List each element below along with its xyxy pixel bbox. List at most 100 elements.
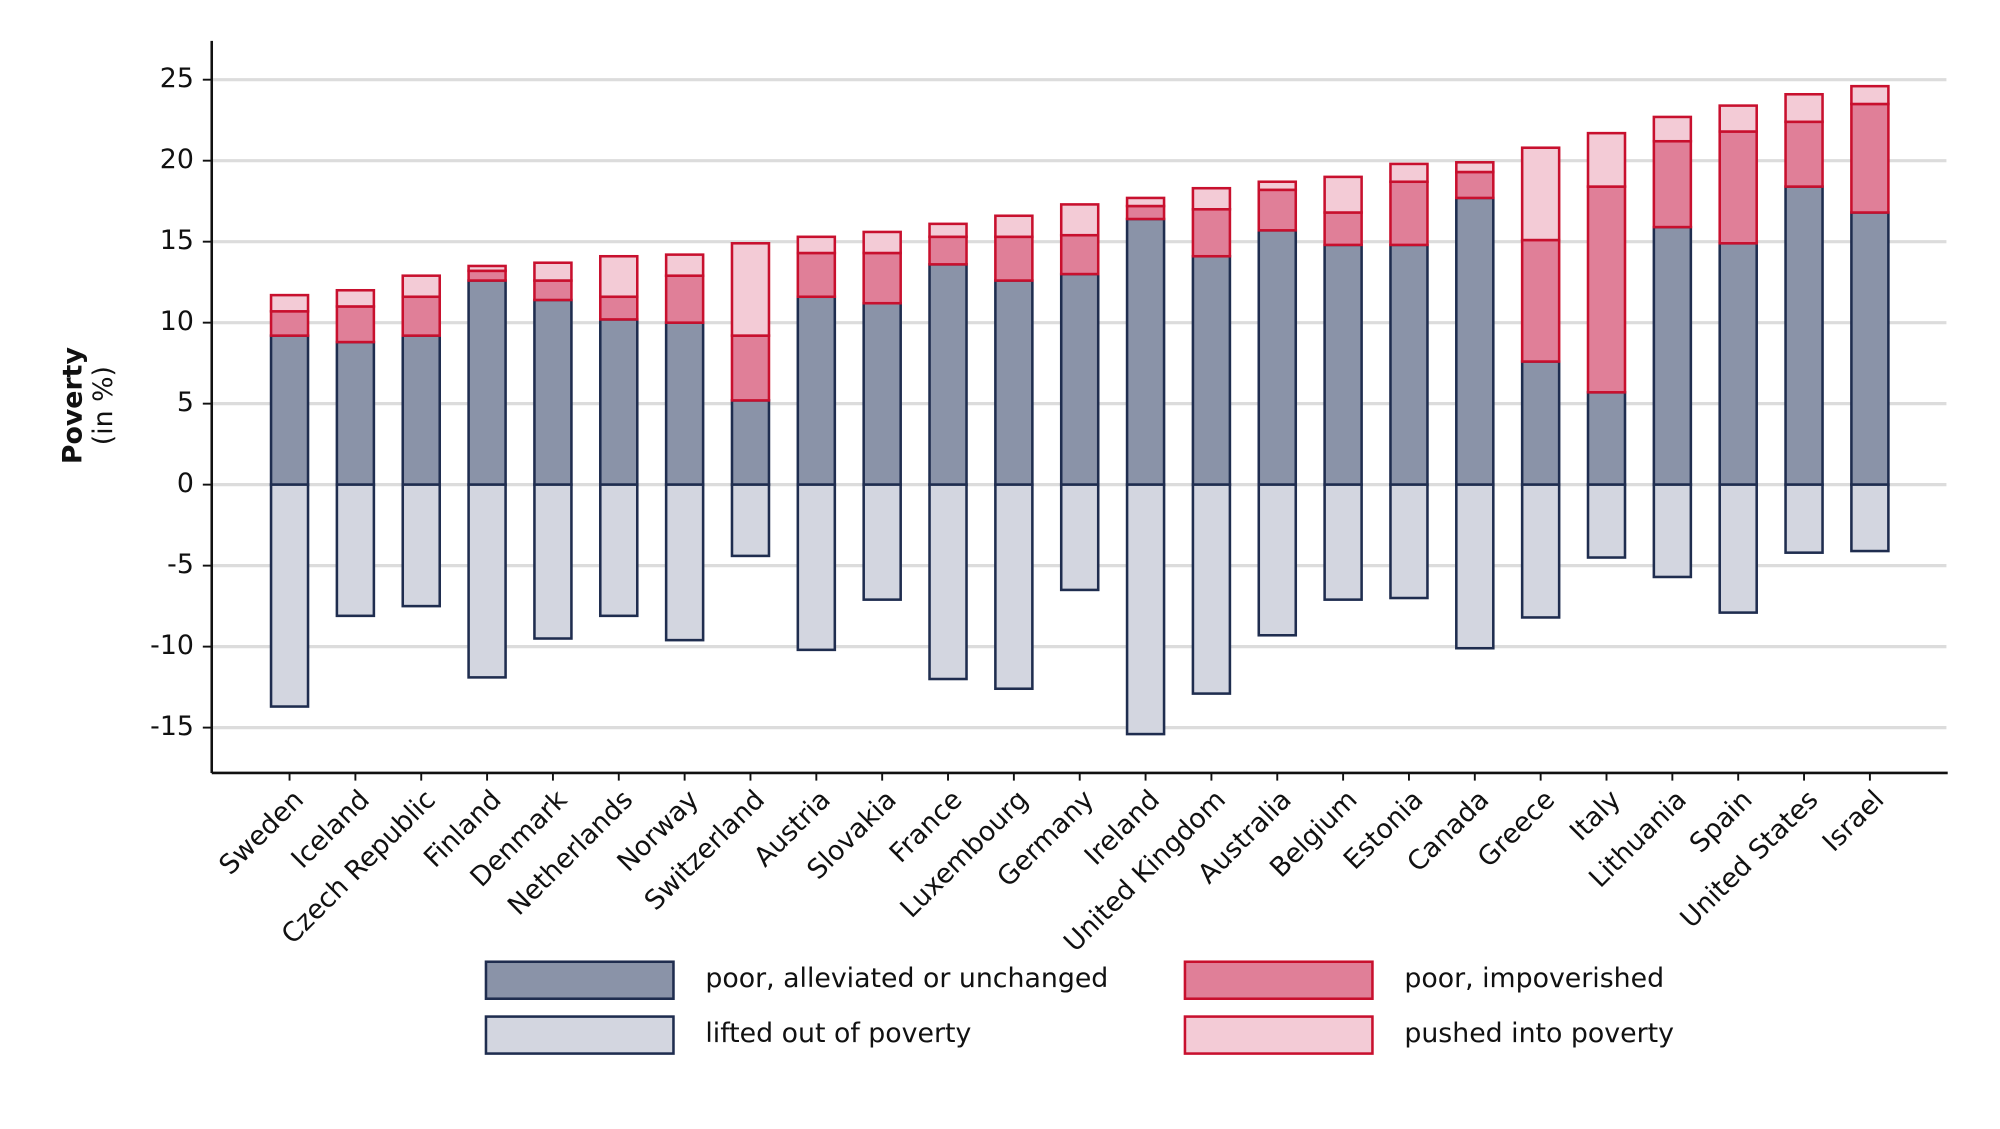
bar-segment bbox=[928, 263, 968, 486]
bar-segment bbox=[1389, 180, 1429, 247]
bar-segment bbox=[269, 334, 310, 486]
bar-segment bbox=[1191, 207, 1232, 258]
bar-segment bbox=[1652, 483, 1693, 579]
bar-segment bbox=[467, 279, 507, 486]
bar-segment bbox=[533, 298, 573, 486]
y-tick-label: 10 bbox=[160, 306, 194, 337]
bar-segment bbox=[467, 269, 507, 282]
bar-segment bbox=[994, 279, 1034, 486]
x-tick-label: Israel bbox=[1817, 784, 1891, 858]
bar-segment bbox=[599, 483, 639, 618]
bar-segment bbox=[1389, 162, 1429, 184]
y-axis-title: Poverty bbox=[57, 347, 88, 464]
y-tick-label: 25 bbox=[160, 63, 194, 94]
bar-segment bbox=[335, 288, 376, 308]
bar-segment bbox=[928, 222, 968, 239]
y-tick-label: 0 bbox=[177, 468, 194, 499]
y-tick-label: 20 bbox=[160, 144, 194, 175]
bar-segment bbox=[1191, 254, 1232, 486]
bar-segment bbox=[862, 251, 902, 305]
bar-segment bbox=[994, 235, 1034, 282]
bar-segment bbox=[796, 251, 837, 299]
legend-swatch bbox=[1183, 960, 1374, 1000]
bar-segment bbox=[1455, 483, 1495, 650]
bar-segment bbox=[730, 242, 771, 337]
legend-swatch bbox=[484, 960, 675, 1000]
bar-segment bbox=[1323, 211, 1363, 247]
bar-segment bbox=[401, 295, 442, 337]
bar-segment bbox=[335, 340, 376, 486]
bar-segment bbox=[1850, 211, 1890, 486]
bar-segment bbox=[335, 305, 376, 344]
bar-segment bbox=[467, 264, 507, 273]
bar-segment bbox=[1257, 180, 1298, 192]
bar-segment bbox=[928, 235, 968, 266]
bar-segment bbox=[994, 214, 1034, 239]
bar-segment bbox=[1257, 229, 1298, 486]
bar-segment bbox=[335, 483, 376, 618]
bar-segment bbox=[1125, 196, 1166, 208]
bar-segment bbox=[1718, 483, 1758, 614]
bar-segment bbox=[1586, 391, 1627, 486]
bar-segment bbox=[269, 310, 310, 337]
x-tick-label: Sweden bbox=[213, 784, 310, 881]
bar-segment bbox=[1323, 483, 1363, 601]
bar-segment bbox=[1323, 243, 1363, 486]
bar-segment bbox=[269, 293, 310, 313]
bar-segment bbox=[533, 279, 573, 302]
bar-segment bbox=[1323, 175, 1363, 214]
y-tick-label: 15 bbox=[160, 225, 194, 256]
bar-segment bbox=[1784, 185, 1824, 486]
legend-label: lifted out of poverty bbox=[705, 1018, 971, 1049]
bar-segment bbox=[599, 254, 639, 299]
bar-segment bbox=[1784, 483, 1824, 554]
bar-segment bbox=[730, 334, 771, 402]
bar-segment bbox=[1586, 185, 1627, 394]
bar-segment bbox=[1455, 196, 1495, 486]
bar-segment bbox=[1191, 186, 1232, 211]
bar-segment bbox=[1059, 272, 1100, 486]
bar-segment bbox=[1850, 483, 1890, 553]
bar-segment bbox=[796, 235, 837, 255]
bar-segment bbox=[928, 483, 968, 681]
bar-segment bbox=[1389, 243, 1429, 486]
bar-segment bbox=[1059, 203, 1100, 237]
legend-label: pushed into poverty bbox=[1404, 1018, 1674, 1049]
bar-segment bbox=[1850, 102, 1890, 214]
bar-segment bbox=[1059, 233, 1100, 276]
bar-segment bbox=[269, 483, 310, 708]
y-tick-label: -15 bbox=[150, 711, 194, 742]
bar-segment bbox=[533, 483, 573, 640]
bar-segment bbox=[796, 483, 837, 652]
bar-segment bbox=[1257, 188, 1298, 232]
bar-segment bbox=[994, 483, 1034, 691]
bar-segment bbox=[1784, 120, 1824, 188]
bar-segment bbox=[730, 399, 771, 486]
legend-label: poor, impoverished bbox=[1404, 963, 1664, 994]
bar-segment bbox=[664, 274, 705, 324]
bar-segment bbox=[1520, 483, 1561, 619]
bar-segment bbox=[1718, 104, 1758, 133]
bar-segment bbox=[664, 321, 705, 486]
bar-segment bbox=[467, 483, 507, 679]
bar-segment bbox=[1586, 483, 1627, 559]
bar-segment bbox=[1652, 225, 1693, 486]
bar-segment bbox=[1125, 204, 1166, 221]
y-tick-label: -5 bbox=[167, 549, 194, 580]
bar-segment bbox=[1586, 131, 1627, 188]
legend-swatch bbox=[484, 1015, 675, 1055]
bar-segment bbox=[401, 334, 442, 486]
bar-segment bbox=[1520, 238, 1561, 363]
bar-segment bbox=[1191, 483, 1232, 695]
bar-segment bbox=[862, 483, 902, 601]
bar-segment bbox=[730, 483, 771, 558]
y-axis-unit: (in %) bbox=[88, 366, 119, 445]
bar-segment bbox=[599, 295, 639, 321]
bar-segment bbox=[599, 318, 639, 486]
legend-swatch bbox=[1183, 1015, 1374, 1055]
bar-segment bbox=[1850, 84, 1890, 106]
bar-segment bbox=[1784, 92, 1824, 124]
bar-segment bbox=[1718, 242, 1758, 486]
